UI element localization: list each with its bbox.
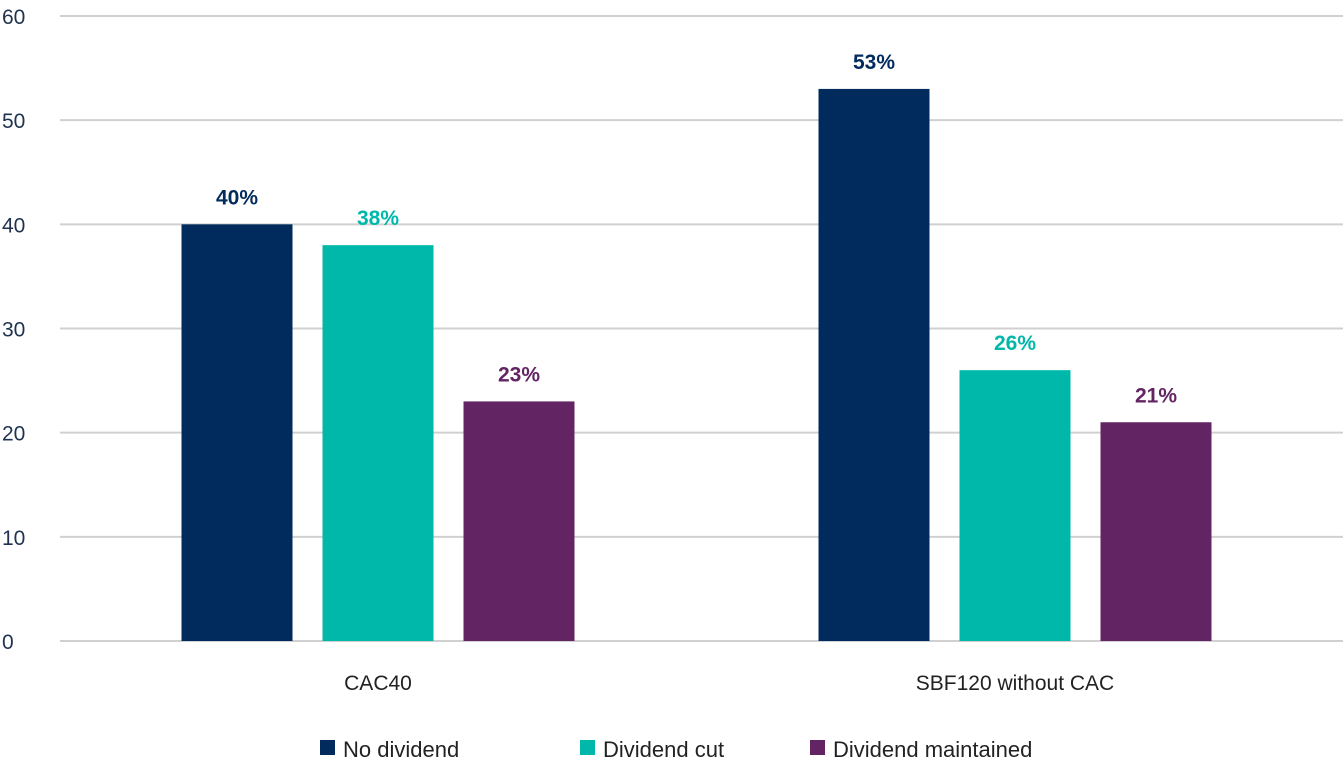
x-axis-categories: CAC40 SBF120 without CAC <box>344 672 1114 695</box>
data-label: 38% <box>357 207 399 230</box>
y-axis-ticks: 0 10 20 30 40 50 60 <box>2 6 25 654</box>
bar <box>463 401 575 641</box>
y-tick-label: 20 <box>2 423 25 446</box>
bar <box>959 370 1071 641</box>
data-labels: 40% 38% 23% 53% 26% 21% <box>216 51 1177 407</box>
bar <box>181 224 293 642</box>
legend-item: No dividend <box>320 737 459 761</box>
bar <box>322 245 434 641</box>
legend-swatch <box>810 740 825 755</box>
x-category-label: CAC40 <box>344 672 412 695</box>
legend-label: Dividend maintained <box>833 737 1032 761</box>
data-label: 26% <box>994 332 1036 355</box>
data-label: 23% <box>498 363 540 386</box>
y-tick-label: 50 <box>2 110 25 133</box>
legend-item: Dividend cut <box>580 737 724 761</box>
bar <box>818 88 930 641</box>
data-label: 21% <box>1135 384 1177 407</box>
legend-label: Dividend cut <box>603 737 724 761</box>
y-tick-label: 60 <box>2 6 25 29</box>
bars <box>181 88 1212 642</box>
legend-swatch <box>320 740 335 755</box>
data-label: 53% <box>853 51 895 74</box>
y-tick-label: 10 <box>2 527 25 550</box>
data-label: 40% <box>216 186 258 209</box>
legend-label: No dividend <box>343 737 459 761</box>
y-tick-label: 30 <box>2 319 25 342</box>
legend-item: Dividend maintained <box>810 737 1032 761</box>
bar <box>1100 422 1212 641</box>
legend-swatch <box>580 740 595 755</box>
y-tick-label: 40 <box>2 214 25 237</box>
x-category-label: SBF120 without CAC <box>916 672 1114 695</box>
y-tick-label: 0 <box>2 631 14 654</box>
legend: No dividend Dividend cut Dividend maintain… <box>320 737 1032 761</box>
